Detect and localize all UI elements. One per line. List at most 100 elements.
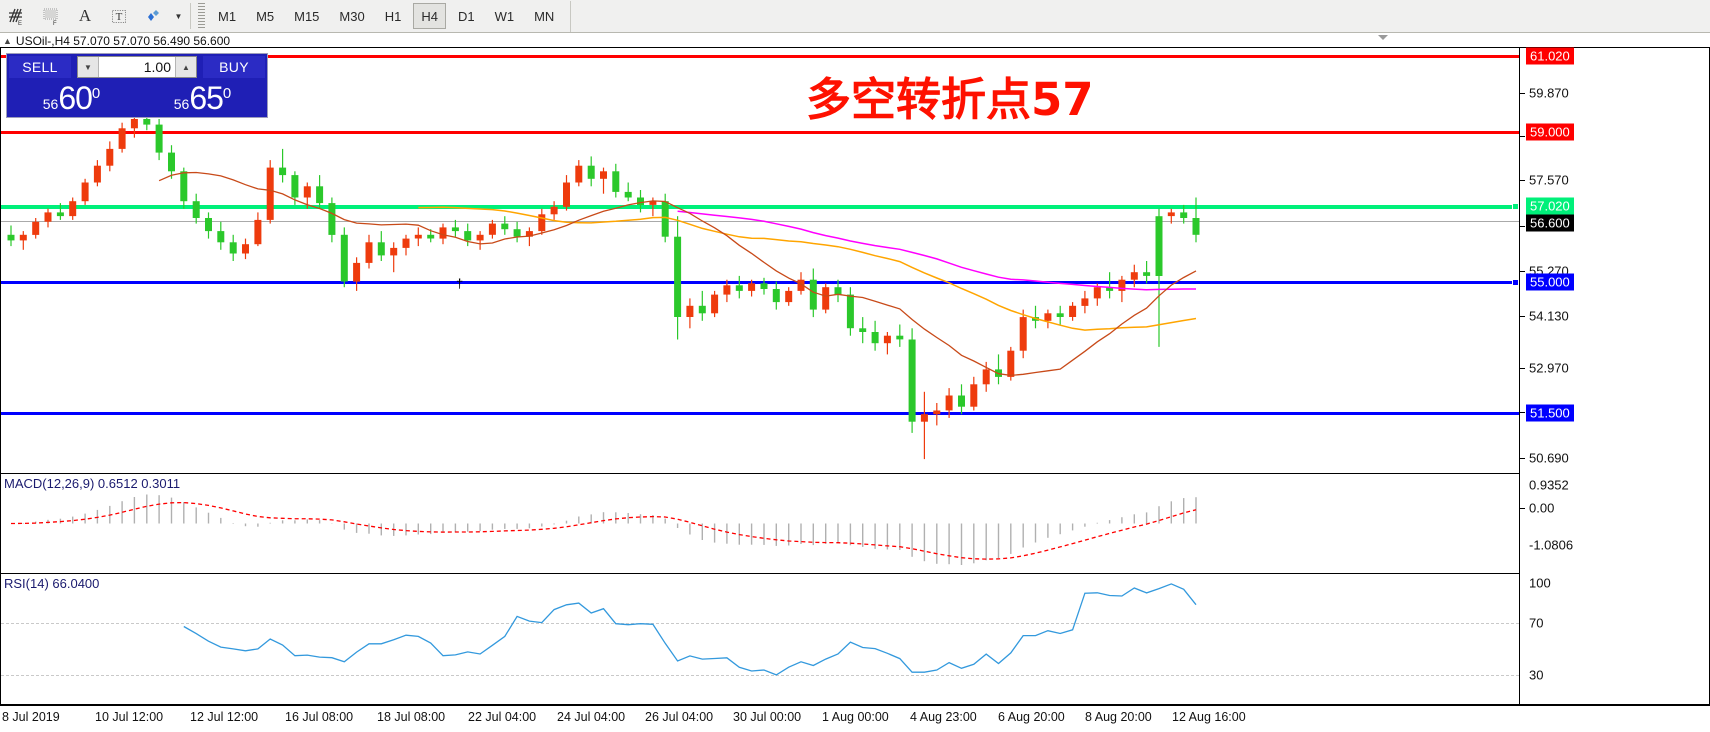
- time-tick-8: 30 Jul 00:00: [733, 710, 802, 724]
- sell-price-whole: 56: [42, 96, 59, 112]
- buy-price-fraction: 0: [222, 85, 232, 102]
- collapse-triangle-icon[interactable]: ▲: [3, 35, 12, 46]
- level-handle-55000[interactable]: [1512, 279, 1519, 286]
- time-tick-13: 12 Aug 16:00: [1172, 710, 1246, 724]
- time-tick-4: 18 Jul 08:00: [377, 710, 446, 724]
- level-line-61020[interactable]: [1, 55, 1519, 58]
- price-pane[interactable]: † 多空转折点57: [1, 48, 1519, 474]
- axis-label-rsi-70: 70: [1529, 615, 1544, 631]
- time-tick-0: 8 Jul 2019: [2, 710, 60, 724]
- level-line-55000[interactable]: [1, 281, 1519, 284]
- axis-tick-56410: [1520, 226, 1525, 227]
- text-tool-icon[interactable]: A: [78, 6, 92, 25]
- timeframe-m15[interactable]: M15: [294, 8, 320, 24]
- time-tick-10: 4 Aug 23:00: [910, 710, 977, 724]
- buy-button[interactable]: BUY: [203, 56, 265, 78]
- axis-tick-59870: [1520, 93, 1525, 94]
- indicators-icon[interactable]: E: [0, 1, 34, 32]
- rsi-label: RSI(14) 66.0400: [4, 576, 100, 591]
- level-line-57020[interactable]: [1, 205, 1519, 209]
- axis-tick-51830: [1520, 412, 1525, 413]
- sell-button[interactable]: SELL: [9, 56, 71, 78]
- volume-increment-icon[interactable]: ▲: [175, 57, 196, 77]
- time-tick-9: 1 Aug 00:00: [822, 710, 889, 724]
- level-handle-57020[interactable]: [1512, 203, 1519, 210]
- rsi-pane[interactable]: RSI(14) 66.0400: [1, 574, 1519, 704]
- timeframe-m30[interactable]: M30: [339, 8, 365, 24]
- volume-input[interactable]: 1.00: [143, 59, 171, 75]
- axis-tick-55270: [1520, 271, 1525, 272]
- pane-resize-marker-icon: [1378, 35, 1388, 40]
- svg-text:F: F: [53, 21, 57, 26]
- axis-label-54130: 54.130: [1529, 308, 1569, 324]
- axis-chip-51500[interactable]: 51.500: [1526, 404, 1574, 422]
- rsi-series: [183, 583, 1197, 676]
- level-line-59000[interactable]: [1, 131, 1519, 134]
- time-tick-3: 16 Jul 08:00: [285, 710, 354, 724]
- timeframe-h1[interactable]: H1: [384, 8, 402, 24]
- axis-label-59870: 59.870: [1529, 85, 1569, 101]
- shapes-dropdown-caret[interactable]: ▼: [174, 11, 183, 21]
- axis-label-50690: 50.690: [1529, 450, 1569, 466]
- time-tick-2: 12 Jul 12:00: [190, 710, 259, 724]
- time-tick-11: 6 Aug 20:00: [998, 710, 1065, 724]
- axis-chip-61020[interactable]: 61.020: [1526, 47, 1574, 65]
- volume-decrement-icon[interactable]: ▼: [78, 57, 99, 77]
- toolbar-divider: [190, 3, 191, 29]
- macd-pane[interactable]: MACD(12,26,9) 0.6512 0.3011: [1, 474, 1519, 574]
- timeframe-m5[interactable]: M5: [256, 8, 275, 24]
- timeframe-mn[interactable]: MN: [534, 8, 555, 24]
- templates-icon[interactable]: F: [34, 1, 68, 32]
- axis-tick-52970: [1520, 368, 1525, 369]
- svg-text:T: T: [116, 11, 123, 23]
- macd-series: [10, 494, 1197, 565]
- timeframe-w1[interactable]: W1: [494, 8, 515, 24]
- axis-tick-50690: [1520, 458, 1525, 459]
- shapes-icon[interactable]: [136, 1, 170, 32]
- symbol-info-bar: ▲ USOil-,H4 57.070 57.070 56.490 56.600: [0, 33, 1710, 48]
- axis-label-macd-min: -1.0806: [1529, 537, 1574, 553]
- current-price-line: [1, 221, 1519, 222]
- rsi-level-30: [1, 675, 1519, 676]
- timeframe-d1[interactable]: D1: [457, 8, 475, 24]
- price-axis[interactable]: 59.870 58.710 57.570 56.410 55.270 54.13…: [1519, 47, 1709, 704]
- timeframe-m1[interactable]: M1: [218, 8, 237, 24]
- axis-tick-54130: [1520, 316, 1525, 317]
- chart-annotation-text[interactable]: 多空转折点57: [806, 73, 1094, 126]
- time-tick-12: 8 Aug 20:00: [1085, 710, 1152, 724]
- macd-label: MACD(12,26,9) 0.6512 0.3011: [4, 476, 181, 491]
- toolbar-empty-area: [570, 0, 1710, 32]
- axis-label-macd-max: 0.9352: [1529, 477, 1569, 493]
- timeframe-h4[interactable]: H4: [413, 3, 446, 29]
- text-label-icon[interactable]: T: [102, 1, 136, 32]
- level-line-51500[interactable]: [1, 412, 1519, 415]
- volume-stepper[interactable]: ▼ 1.00 ▲: [77, 56, 197, 78]
- axis-label-macd-zero: 0.00: [1529, 500, 1555, 516]
- axis-chip-55000[interactable]: 55.000: [1526, 273, 1574, 291]
- axis-chip-59000[interactable]: 59.000: [1526, 123, 1574, 141]
- axis-chip-57020[interactable]: 57.020: [1526, 197, 1574, 215]
- axis-tick-58710: [1520, 136, 1525, 137]
- axis-tick-57570: [1520, 180, 1525, 181]
- time-tick-6: 24 Jul 04:00: [557, 710, 626, 724]
- one-click-trading-panel[interactable]: SELL ▼ 1.00 ▲ BUY 56 60 0 56 65 0: [6, 53, 268, 118]
- time-tick-1: 10 Jul 12:00: [95, 710, 164, 724]
- buy-price[interactable]: 56 65 0: [140, 80, 265, 115]
- axis-label-52970: 52.970: [1529, 360, 1569, 376]
- chart-frame: † 多空转折点57 MACD(12,26,9) 0.6512 0.3011 RS…: [0, 47, 1710, 705]
- symbol-ohlc-text: USOil-,H4 57.070 57.070 56.490 56.600: [15, 33, 231, 48]
- axis-label-57570: 57.570: [1529, 172, 1569, 188]
- buy-price-big: 65: [189, 80, 224, 116]
- main-toolbar: E F A T ▼ M1 M5: [0, 0, 1710, 33]
- svg-text:E: E: [18, 21, 22, 26]
- sell-price-fraction: 0: [91, 85, 101, 102]
- toolbar-grip[interactable]: [198, 3, 205, 29]
- time-axis[interactable]: 8 Jul 2019 10 Jul 12:00 12 Jul 12:00 16 …: [0, 705, 1710, 732]
- one-click-price-row: 56 60 0 56 65 0: [7, 80, 267, 117]
- sell-price[interactable]: 56 60 0: [9, 80, 134, 115]
- cursor-marker-icon: †: [456, 276, 464, 291]
- axis-chip-current-price[interactable]: 56.600: [1526, 214, 1574, 232]
- candlestick-series: [7, 104, 1200, 460]
- buy-price-whole: 56: [173, 96, 190, 112]
- axis-tick-macd-zero: [1520, 508, 1525, 509]
